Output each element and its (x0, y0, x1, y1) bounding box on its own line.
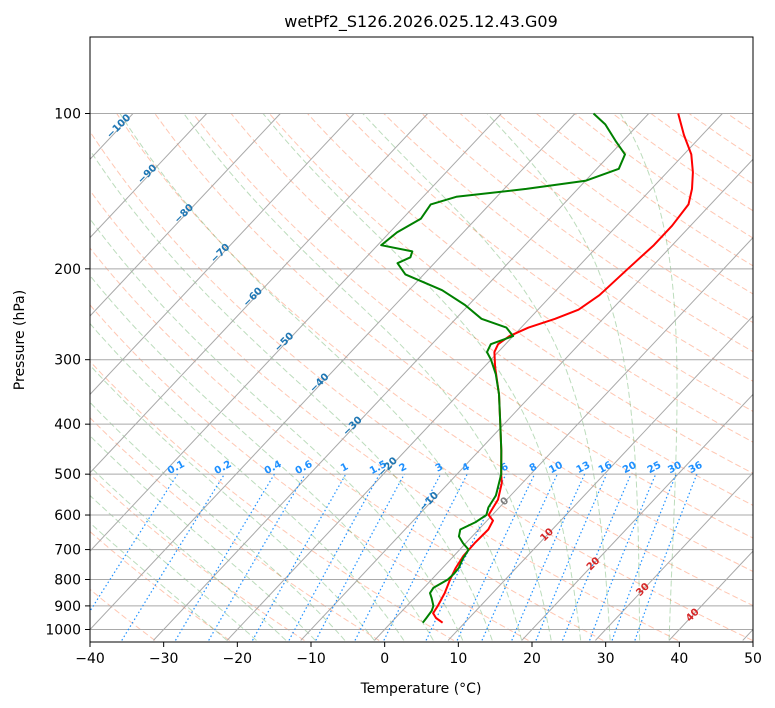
dry-adiabat (345, 113, 753, 412)
mixing-ratio-line (288, 473, 381, 641)
mixing-ratio-label: 1 (339, 461, 350, 474)
isotherm (90, 113, 281, 317)
x-tick-label: −30 (149, 651, 179, 667)
dry-adiabat (383, 113, 753, 382)
mixing-ratio-line (561, 473, 632, 641)
isotherm (153, 113, 650, 641)
x-tick-label: −10 (296, 651, 326, 667)
dry-adiabat (90, 247, 604, 641)
moist-adiabat (119, 113, 523, 641)
dry-adiabat (154, 113, 753, 572)
moist-adiabat (90, 494, 257, 641)
dry-adiabat (192, 113, 753, 539)
moist-adiabat (90, 274, 434, 641)
mixing-ratio-line (315, 473, 405, 641)
isotherm (447, 315, 753, 641)
x-tick-label: 30 (597, 651, 615, 667)
mixing-ratio-label: 3 (434, 461, 445, 474)
y-tick-label: 900 (54, 599, 81, 615)
isotherm (90, 113, 208, 239)
dry-adiabat (90, 130, 753, 641)
isotherm (90, 113, 576, 631)
y-tick-label: 100 (54, 107, 81, 123)
background-lines (90, 113, 753, 641)
y-tick-label: 400 (54, 417, 81, 433)
mixing-ratio-line (589, 473, 657, 641)
x-tick-label: 50 (744, 651, 762, 667)
moist-adiabat (90, 149, 493, 641)
x-tick-label: 40 (670, 651, 688, 667)
mixing-ratio-label: 8 (528, 461, 539, 474)
mixing-ratio-line (511, 473, 586, 641)
x-tick-label: −40 (75, 651, 105, 667)
mixing-ratio-line (208, 473, 306, 641)
dewpoint-profile (380, 112, 626, 624)
dry-adiabat (90, 189, 679, 641)
moist-adiabat (183, 113, 552, 641)
plot-frame (89, 36, 754, 643)
isotherm (90, 113, 429, 474)
isotherm (668, 550, 753, 641)
y-tick-label: 1000 (45, 623, 81, 639)
moist-adiabat (90, 218, 464, 641)
isotherm (300, 158, 753, 641)
x-axis-label: Temperature (°C) (360, 681, 482, 697)
dry-adiabat (90, 588, 156, 641)
isotherm (595, 472, 753, 641)
mixing-ratio-line (481, 473, 558, 641)
x-axis: −40 −30 −20 −10 0 10 20 30 40 50 (75, 642, 762, 667)
moist-adiabat (90, 435, 316, 641)
mixing-ratio-line (90, 473, 179, 613)
y-tick-label: 200 (54, 262, 81, 278)
y-tick-label: 600 (54, 508, 81, 524)
moist-adiabat (486, 113, 641, 641)
moist-adiabat (90, 401, 346, 641)
dry-adiabat (307, 113, 753, 443)
moist-adiabat (90, 522, 228, 641)
isotherm (374, 236, 753, 641)
y-axis: 1000 900 800 700 600 500 400 300 200 100 (45, 107, 90, 639)
mixing-ratio-line (634, 473, 698, 641)
dry-adiabat (421, 113, 753, 353)
mixing-ratio-label: 6 (499, 461, 510, 474)
dry-adiabat (90, 360, 455, 641)
y-axis-label: Pressure (hPa) (12, 290, 28, 390)
moist-adiabat (362, 113, 611, 641)
x-tick-label: −20 (223, 651, 253, 667)
dry-adiabat (90, 304, 529, 641)
dry-adiabat (90, 473, 305, 641)
mixing-ratio-line (354, 473, 442, 641)
isotherm (226, 113, 723, 641)
dry-adiabat (90, 417, 380, 641)
mixing-ratio-label: 2 (398, 461, 409, 474)
chart-title: wetPf2_S126.2026.025.12.43.G09 (284, 12, 558, 32)
mixing-ratio-line (456, 473, 536, 641)
y-tick-label: 800 (54, 572, 81, 588)
moist-adiabat (90, 465, 287, 641)
y-tick-label: 700 (54, 543, 81, 559)
x-tick-label: 20 (523, 651, 541, 667)
moist-adiabat (90, 364, 375, 641)
isotherm (90, 113, 355, 396)
isotherm (90, 113, 502, 552)
x-tick-label: 0 (380, 651, 389, 667)
dry-adiabat (116, 113, 753, 607)
isotherm (521, 393, 753, 641)
mixing-ratio-label: 4 (460, 461, 471, 474)
x-tick-label: 10 (449, 651, 467, 667)
moist-adiabat (619, 113, 678, 641)
mixing-ratio-line (174, 473, 275, 641)
y-tick-label: 300 (54, 353, 81, 369)
profile-lines (380, 112, 694, 624)
dry-adiabat (268, 113, 753, 474)
y-tick-label: 500 (54, 467, 81, 483)
moist-adiabat (262, 113, 582, 641)
mixing-ratio-line (611, 473, 677, 641)
